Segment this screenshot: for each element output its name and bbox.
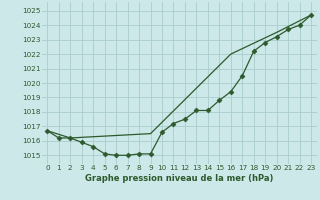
X-axis label: Graphe pression niveau de la mer (hPa): Graphe pression niveau de la mer (hPa) <box>85 174 273 183</box>
